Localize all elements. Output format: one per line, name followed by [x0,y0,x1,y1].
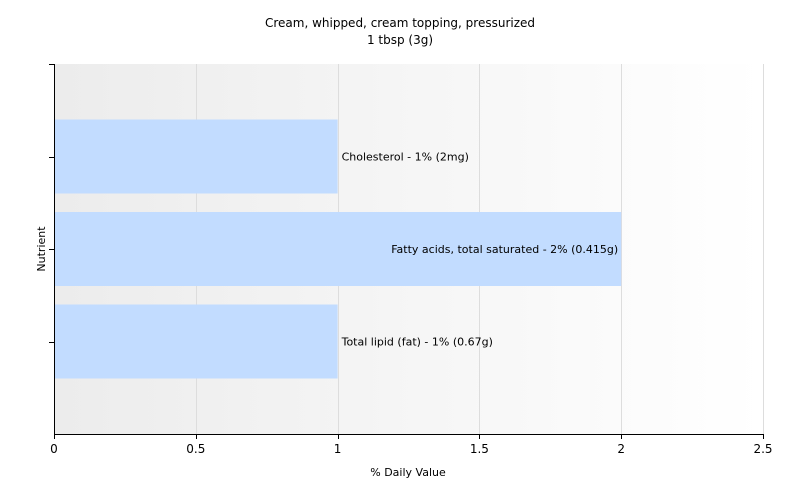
bar-value-label: Cholesterol - 1% (2mg) [342,151,469,164]
x-tick-label: 0 [50,442,58,456]
axes-group: 0 0.5 1 1.5 2 2.5 [49,64,773,456]
y-axis-label: Nutrient [35,226,48,272]
bar-value-label: Total lipid (fat) - 1% (0.67g) [341,336,493,349]
x-tick-label: 1 [334,442,342,456]
x-axis-label: % Daily Value [370,466,446,479]
bar [55,119,338,194]
bars-group: Cholesterol - 1% (2mg) Fatty acids, total… [55,119,622,379]
x-tick-label: 1.5 [470,442,489,456]
x-tick-label: 0.5 [186,442,205,456]
x-tick-label: 2.5 [753,442,772,456]
chart-title: Cream, whipped, cream topping, pressuriz… [265,16,535,30]
bar [55,304,338,379]
chart-subtitle: 1 tbsp (3g) [367,33,433,47]
bar-value-label: Fatty acids, total saturated - 2% (0.415… [391,243,618,256]
x-tick-label: 2 [617,442,625,456]
bar [55,212,622,286]
